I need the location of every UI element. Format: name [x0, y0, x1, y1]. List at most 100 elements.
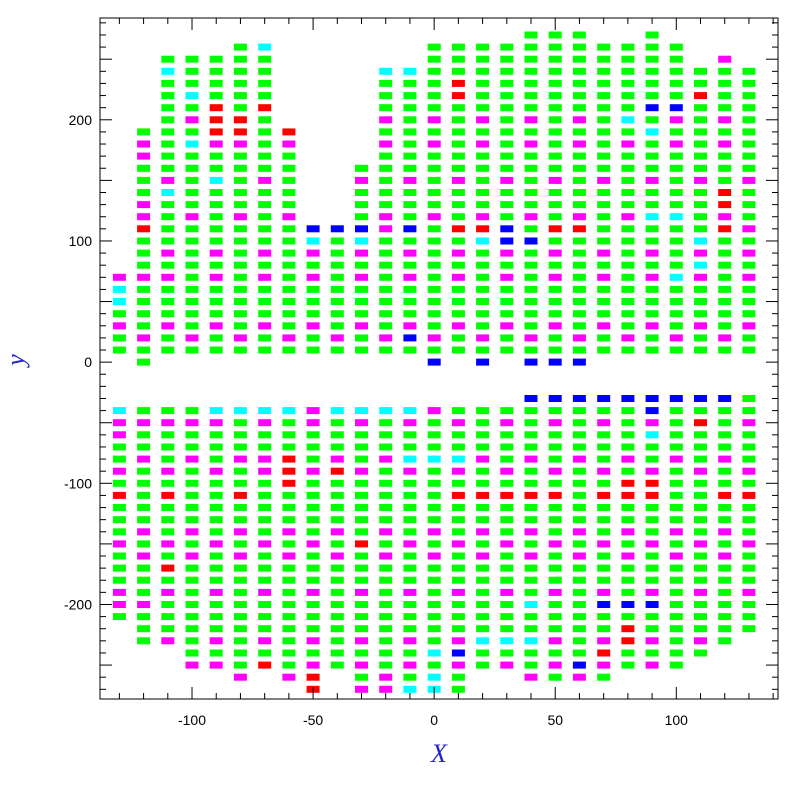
data-point	[427, 249, 441, 257]
data-point	[597, 225, 611, 233]
data-point	[597, 201, 611, 209]
data-point	[355, 273, 368, 281]
data-point	[161, 67, 175, 75]
data-point	[669, 564, 683, 572]
data-point	[427, 310, 441, 318]
data-point	[718, 285, 732, 293]
data-point	[597, 431, 611, 439]
data-point	[645, 31, 659, 39]
data-point	[137, 564, 151, 572]
data-point	[427, 261, 441, 269]
data-point	[185, 564, 199, 572]
data-point	[597, 346, 611, 354]
data-point	[282, 564, 296, 572]
data-point	[403, 225, 417, 233]
data-point	[258, 104, 272, 112]
data-point	[524, 225, 538, 233]
data-point	[112, 552, 126, 560]
data-point	[524, 625, 538, 633]
data-point	[233, 407, 247, 415]
data-point	[379, 128, 393, 136]
data-point	[379, 516, 393, 524]
data-point	[427, 467, 441, 475]
data-point	[403, 104, 417, 112]
data-point	[572, 552, 586, 560]
data-point	[379, 189, 393, 196]
data-point	[258, 67, 272, 75]
data-point	[572, 613, 586, 621]
data-point	[161, 176, 175, 184]
data-point	[476, 298, 490, 305]
data-point	[645, 516, 659, 524]
data-point	[258, 334, 272, 342]
data-point	[742, 189, 756, 196]
data-point	[548, 213, 562, 221]
data-point	[645, 152, 659, 160]
data-point	[112, 310, 126, 318]
data-point	[597, 576, 611, 584]
data-point	[645, 407, 659, 415]
data-point	[282, 164, 296, 172]
data-point	[597, 310, 611, 318]
data-point	[355, 601, 368, 608]
data-point	[597, 116, 611, 124]
data-point	[427, 116, 441, 124]
data-point	[718, 116, 732, 124]
data-point	[742, 225, 756, 233]
data-point	[306, 346, 320, 354]
data-point	[258, 140, 272, 148]
data-point	[669, 552, 683, 560]
data-point	[451, 431, 465, 439]
data-point	[185, 346, 199, 354]
data-point	[161, 613, 175, 621]
data-point	[524, 79, 538, 87]
data-point	[669, 79, 683, 87]
data-point	[137, 237, 151, 245]
data-point	[161, 431, 175, 439]
data-point	[500, 491, 514, 499]
data-point	[209, 273, 223, 281]
data-point	[306, 613, 320, 621]
data-point	[621, 273, 635, 281]
data-point	[403, 516, 417, 524]
data-point	[233, 273, 247, 281]
data-point	[742, 516, 756, 524]
data-point	[742, 407, 756, 415]
data-point	[500, 261, 514, 269]
data-point	[161, 225, 175, 233]
data-point	[403, 443, 417, 451]
data-point	[403, 164, 417, 172]
data-point	[548, 237, 562, 245]
data-point	[597, 516, 611, 524]
data-point	[258, 249, 272, 257]
data-point	[669, 201, 683, 209]
data-point	[209, 237, 223, 245]
data-point	[572, 479, 586, 487]
data-point	[718, 128, 732, 136]
data-point	[597, 79, 611, 87]
data-point	[476, 601, 490, 608]
data-point	[137, 285, 151, 293]
data-point	[524, 455, 538, 463]
data-point	[597, 588, 611, 596]
data-point	[742, 213, 756, 221]
data-point	[597, 67, 611, 75]
data-point	[597, 322, 611, 330]
data-point	[161, 516, 175, 524]
data-point	[597, 55, 611, 63]
data-point	[379, 407, 393, 415]
data-point	[645, 261, 659, 269]
data-point	[330, 419, 344, 427]
data-point	[621, 298, 635, 305]
data-point	[379, 479, 393, 487]
data-point	[572, 431, 586, 439]
data-point	[476, 213, 490, 221]
data-point	[427, 201, 441, 209]
data-point	[403, 613, 417, 621]
data-point	[137, 625, 151, 633]
data-point	[185, 601, 199, 608]
data-point	[476, 322, 490, 330]
data-point	[694, 443, 707, 451]
data-point	[548, 152, 562, 160]
data-point	[694, 298, 707, 305]
